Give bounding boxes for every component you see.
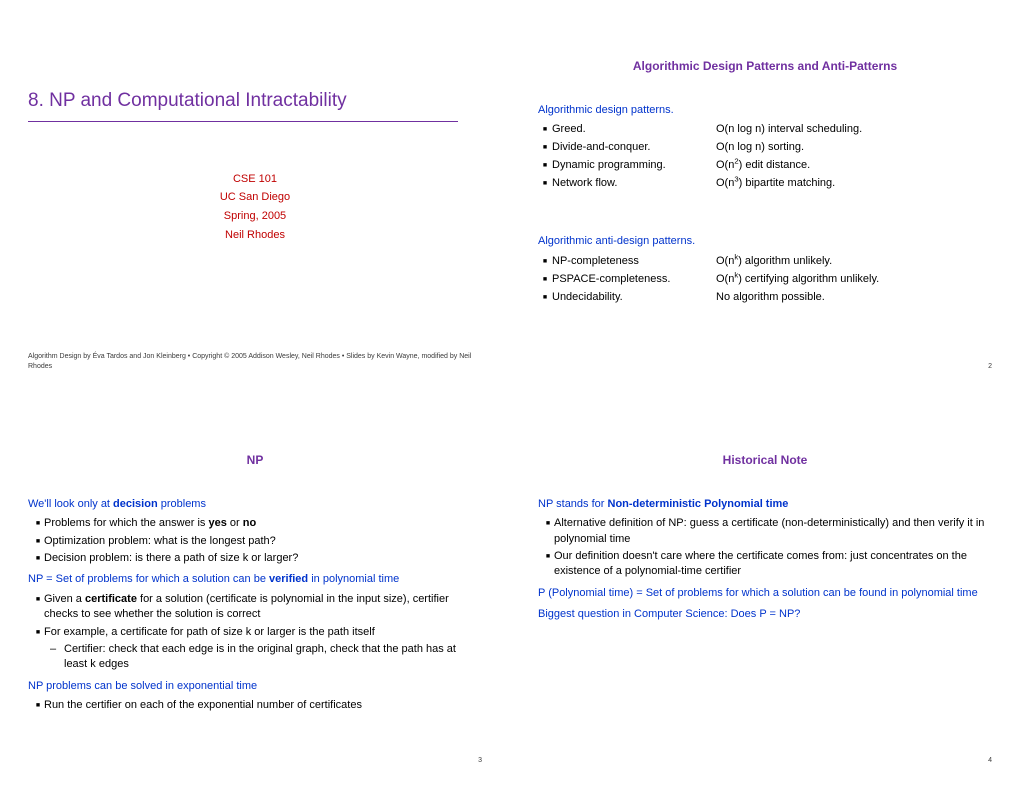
- footnote: Algorithm Design by Éva Tardos and Jon K…: [28, 352, 482, 372]
- page-number: 2: [988, 362, 992, 372]
- list-item: ■Given a certificate for a solution (cer…: [28, 592, 482, 623]
- sub-item: –Certifier: check that each edge is in t…: [28, 642, 482, 673]
- list-item: ■Network flow.O(n3) bipartite matching.: [538, 176, 992, 192]
- slide-4: Historical Note NP stands for Non-determ…: [510, 394, 1020, 788]
- list-item: ■Problems for which the answer is yes or…: [28, 516, 482, 531]
- section-heading: Algorithmic anti-design patterns.: [538, 234, 992, 249]
- bullet-icon: ■: [28, 534, 44, 549]
- slide-title: NP: [28, 452, 482, 469]
- val-html: O(n2) edit distance.: [716, 158, 992, 174]
- bullet-icon: ■: [28, 625, 44, 640]
- credit-line: UC San Diego: [28, 188, 482, 207]
- patterns-list: ■Greed.O(n log n) interval scheduling. ■…: [538, 122, 992, 192]
- blue-line: NP problems can be solved in exponential…: [28, 679, 482, 694]
- slide-3: NP We'll look only at decision problems …: [0, 394, 510, 788]
- slide-title: Algorithmic Design Patterns and Anti-Pat…: [538, 58, 992, 75]
- blue-line: P (Polynomial time) = Set of problems fo…: [538, 586, 992, 601]
- list-item: ■NP-completenessO(nk) algorithm unlikely…: [538, 254, 992, 270]
- bullet-group: ■Run the certifier on each of the expone…: [28, 698, 482, 713]
- blue-line: Biggest question in Computer Science: Do…: [538, 607, 992, 622]
- list-item: ■Run the certifier on each of the expone…: [28, 698, 482, 713]
- bullet-icon: ■: [538, 158, 552, 174]
- blue-line: NP = Set of problems for which a solutio…: [28, 572, 482, 587]
- slide-2: Algorithmic Design Patterns and Anti-Pat…: [510, 0, 1020, 394]
- main-title: 8. NP and Computational Intractability: [28, 88, 482, 115]
- slide-title: Historical Note: [538, 452, 992, 469]
- bullet-icon: ■: [538, 272, 552, 288]
- bullet-icon: ■: [538, 122, 552, 138]
- blue-line: We'll look only at decision problems: [28, 497, 482, 512]
- bullet-icon: ■: [28, 592, 44, 623]
- bullet-icon: ■: [28, 516, 44, 531]
- bullet-icon: ■: [538, 254, 552, 270]
- title-underline: [28, 121, 458, 122]
- slide-1: 8. NP and Computational Intractability C…: [0, 0, 510, 394]
- bullet-icon: ■: [28, 551, 44, 566]
- bullet-icon: ■: [538, 290, 552, 306]
- bullet-icon: ■: [538, 516, 554, 547]
- list-item: ■Optimization problem: what is the longe…: [28, 534, 482, 549]
- credits-block: CSE 101 UC San Diego Spring, 2005 Neil R…: [28, 170, 482, 245]
- bullet-group: ■Alternative definition of NP: guess a c…: [538, 516, 992, 580]
- list-item: ■Dynamic programming.O(n2) edit distance…: [538, 158, 992, 174]
- credit-line: CSE 101: [28, 170, 482, 189]
- bullet-group: ■Given a certificate for a solution (cer…: [28, 592, 482, 673]
- list-item: ■Our definition doesn't care where the c…: [538, 549, 992, 580]
- bullet-icon: ■: [538, 140, 552, 156]
- list-item: ■For example, a certificate for path of …: [28, 625, 482, 640]
- val-html: O(n3) bipartite matching.: [716, 176, 992, 192]
- dash-icon: –: [50, 642, 64, 673]
- list-item: ■Decision problem: is there a path of si…: [28, 551, 482, 566]
- blue-line: NP stands for Non-deterministic Polynomi…: [538, 497, 992, 512]
- credit-line: Neil Rhodes: [28, 226, 482, 245]
- page-number: 4: [988, 756, 992, 766]
- bullet-icon: ■: [538, 176, 552, 192]
- val-html: O(nk) certifying algorithm unlikely.: [716, 272, 992, 288]
- list-item: ■PSPACE-completeness.O(nk) certifying al…: [538, 272, 992, 288]
- list-item: ■Greed.O(n log n) interval scheduling.: [538, 122, 992, 138]
- bullet-icon: ■: [538, 549, 554, 580]
- page-number: 3: [478, 756, 482, 766]
- bullet-icon: ■: [28, 698, 44, 713]
- val-html: O(nk) algorithm unlikely.: [716, 254, 992, 270]
- antipatterns-list: ■NP-completenessO(nk) algorithm unlikely…: [538, 254, 992, 306]
- slide-grid: 8. NP and Computational Intractability C…: [0, 0, 1020, 788]
- list-item: ■Divide-and-conquer.O(n log n) sorting.: [538, 140, 992, 156]
- credit-line: Spring, 2005: [28, 207, 482, 226]
- list-item: ■Undecidability.No algorithm possible.: [538, 290, 992, 306]
- section-heading: Algorithmic design patterns.: [538, 103, 992, 118]
- list-item: ■Alternative definition of NP: guess a c…: [538, 516, 992, 547]
- bullet-group: ■Problems for which the answer is yes or…: [28, 516, 482, 566]
